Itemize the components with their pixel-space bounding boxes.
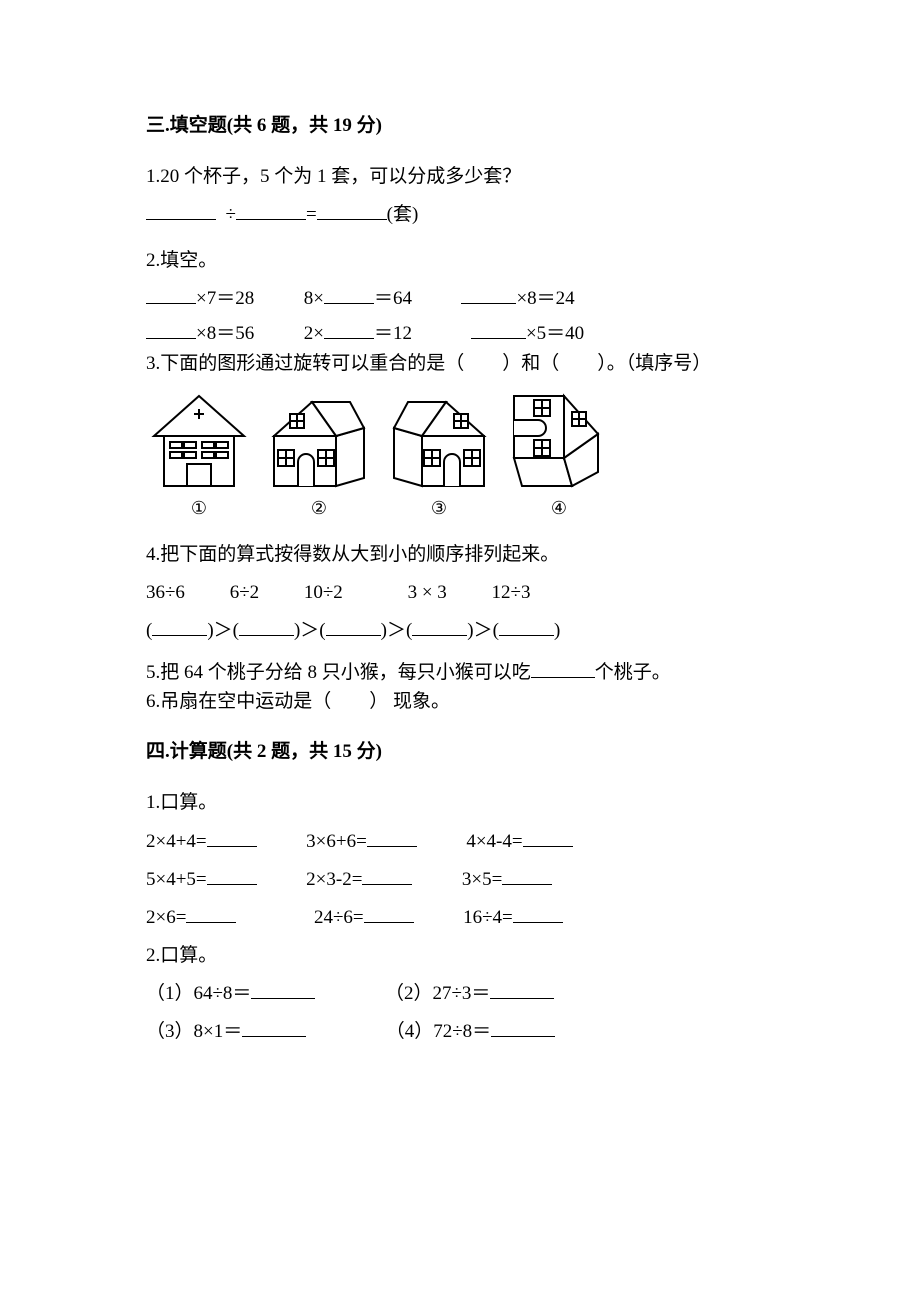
blank [490, 980, 554, 999]
house-icon-4 [506, 388, 612, 494]
blank [461, 285, 516, 304]
q3-4-items: 36÷6 6÷2 10÷2 3 × 3 12÷3 [146, 575, 780, 611]
expr: 3 × 3 [408, 582, 447, 603]
expr: 2×6= [146, 907, 186, 928]
q3-4-order: ()＞()＞()＞()＞() [146, 613, 780, 649]
blank [239, 617, 294, 636]
blank [317, 201, 387, 220]
blank [491, 1018, 555, 1037]
house-icon-3 [386, 388, 492, 494]
q3-5: 5.把 64 个桃子分给 8 只小猴，每只小猴可以吃 个桃子。 [146, 658, 780, 687]
expr: 2× [304, 323, 324, 344]
expr: ×5＝40 [526, 323, 584, 344]
q3-4-text: 4.把下面的算式按得数从大到小的顺序排列起来。 [146, 537, 780, 573]
blank [146, 320, 196, 339]
blank [324, 285, 374, 304]
blank [502, 866, 552, 885]
blank [207, 827, 257, 846]
expr: ×8＝24 [516, 288, 574, 309]
unit-label: (套) [387, 204, 419, 225]
blank [362, 866, 412, 885]
expr: ＝64 [374, 288, 412, 309]
q3-1-text: 1.20 个杯子，5 个为 1 套，可以分成多少套？ [146, 159, 780, 195]
q4-2-row1: （1）64÷8＝ （2）27÷3＝ [146, 976, 780, 1012]
expr: 2×4+4= [146, 831, 207, 852]
q3-1-equation: ÷=(套) [146, 197, 780, 233]
blank [236, 201, 306, 220]
q3-5-a: 5.把 64 个桃子分给 8 只小猴，每只小猴可以吃 [146, 662, 531, 683]
q4-2-row2: （3）8×1＝ （4）72÷8＝ [146, 1014, 780, 1050]
expr: （1）64÷8＝ [146, 983, 251, 1004]
expr: 16÷4= [463, 907, 513, 928]
section-3-header: 三.填空题(共 6 题，共 19 分) [146, 110, 780, 137]
house-icon-1 [146, 388, 252, 494]
house-4: ④ [506, 388, 612, 519]
q3-2-row1: ×7＝28 8× ＝64 ×8＝24 [146, 281, 780, 317]
house-3-label: ③ [386, 498, 492, 519]
blank [146, 285, 196, 304]
q4-1-label: 1.口算。 [146, 785, 780, 821]
expr: 12÷3 [492, 582, 531, 603]
blank [513, 904, 563, 923]
house-1: ① [146, 388, 252, 519]
blank [207, 866, 257, 885]
blank [324, 320, 374, 339]
q4-2-label: 2.口算。 [146, 938, 780, 974]
blank [364, 904, 414, 923]
expr: （3）8×1＝ [146, 1021, 242, 1042]
blank [412, 617, 467, 636]
house-2-label: ② [266, 498, 372, 519]
blank [251, 980, 315, 999]
expr: 5×4+5= [146, 869, 207, 890]
expr: 24÷6= [314, 907, 364, 928]
blank [326, 617, 381, 636]
blank [523, 827, 573, 846]
expr: 4×4-4= [466, 831, 522, 852]
house-icon-2 [266, 388, 372, 494]
house-figures-row: ① [146, 388, 780, 519]
blank [186, 904, 236, 923]
worksheet-page: 三.填空题(共 6 题，共 19 分) 1.20 个杯子，5 个为 1 套，可以… [0, 0, 920, 1162]
blank [531, 658, 595, 677]
q4-1-row3: 2×6= 24÷6= 16÷4= [146, 900, 780, 936]
blank [242, 1018, 306, 1037]
house-3: ③ [386, 388, 492, 519]
expr: 36÷6 [146, 582, 185, 603]
expr: 6÷2 [230, 582, 259, 603]
blank [471, 320, 526, 339]
q4-1-row1: 2×4+4= 3×6+6= 4×4-4= [146, 824, 780, 860]
expr: （4）72÷8＝ [386, 1021, 491, 1042]
expr: 3×5= [462, 869, 502, 890]
q3-6: 6.吊扇在空中运动是（ ） 现象。 [146, 687, 780, 716]
q3-5-b: 个桃子。 [595, 662, 671, 683]
blank [152, 617, 207, 636]
q3-2-row2: ×8＝56 2× ＝12 ×5＝40 [146, 319, 780, 348]
q3-3-text: 3.下面的图形通过旋转可以重合的是（ ）和（ ）。（填序号） [146, 349, 780, 378]
expr: 8× [304, 288, 324, 309]
blank [146, 201, 216, 220]
house-1-label: ① [146, 498, 252, 519]
expr: 2×3-2= [306, 869, 362, 890]
blank [367, 827, 417, 846]
blank [499, 617, 554, 636]
expr: ＝12 [374, 323, 412, 344]
section-4-header: 四.计算题(共 2 题，共 15 分) [146, 736, 780, 763]
house-2: ② [266, 388, 372, 519]
expr: ×8＝56 [196, 323, 254, 344]
expr: 3×6+6= [306, 831, 367, 852]
expr: ×7＝28 [196, 288, 254, 309]
expr: （2）27÷3＝ [385, 983, 490, 1004]
q3-2-label: 2.填空。 [146, 243, 780, 279]
house-4-label: ④ [506, 498, 612, 519]
expr: 10÷2 [304, 582, 343, 603]
q4-1-row2: 5×4+5= 2×3-2= 3×5= [146, 862, 780, 898]
